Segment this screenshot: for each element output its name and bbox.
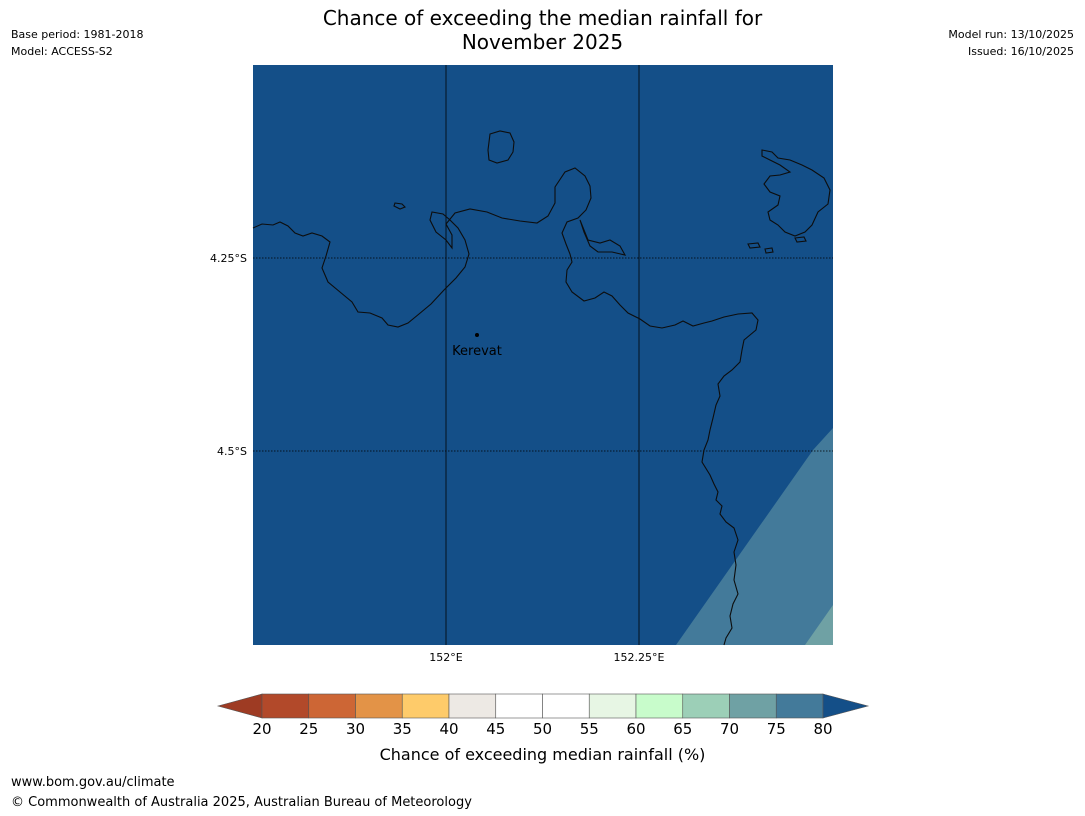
colorbar-box — [682, 693, 730, 719]
colorbar-box — [542, 693, 590, 719]
coast-east-small-3 — [794, 236, 807, 243]
colorbar-tick-label: 35 — [393, 720, 412, 738]
base-period-text: Base period: 1981-2018 — [11, 28, 144, 41]
colorbar-extend-low — [216, 693, 263, 719]
colorbar-tick-label: 60 — [626, 720, 645, 738]
coast-inner-bay — [579, 219, 627, 256]
colorbar-tick-label: 20 — [252, 720, 271, 738]
lat-label-4-25: 4.25°S — [210, 252, 247, 265]
colorbar-tick-label: 40 — [439, 720, 458, 738]
colorbar-extend-high — [822, 693, 870, 719]
place-marker — [475, 333, 479, 337]
coast-east-small-2 — [764, 247, 774, 254]
lon-label-152: 152°E — [429, 651, 462, 664]
colorbar-tick-label: 70 — [720, 720, 739, 738]
issued-text: Issued: 16/10/2025 — [967, 45, 1074, 58]
colorbar-box — [355, 693, 403, 719]
chart-title: Chance of exceeding the median rainfall … — [0, 6, 1085, 54]
colorbar-box — [401, 693, 450, 719]
colorbar-tick-label: 30 — [346, 720, 365, 738]
model-run-text: Model run: 13/10/2025 — [948, 28, 1074, 41]
colorbar-box — [635, 693, 684, 719]
map-ocean — [253, 65, 833, 645]
colorbar-box — [729, 693, 777, 719]
colorbar-tick-label: 75 — [767, 720, 786, 738]
footer-copyright: © Commonwealth of Australia 2025, Austra… — [11, 795, 472, 810]
colorbar-box — [261, 693, 310, 719]
colorbar-tick-label: 55 — [580, 720, 599, 738]
colorbar-box — [775, 693, 824, 719]
place-label: Kerevat — [452, 344, 502, 359]
prob-zone-70-75 — [676, 428, 833, 645]
colorbar-box — [588, 693, 637, 719]
colorbar-tick-label: 25 — [299, 720, 318, 738]
colorbar: 20 25 30 35 40 45 50 55 60 65 70 75 80 — [216, 693, 870, 738]
colorbar-tick-label: 65 — [673, 720, 692, 738]
colorbar-box — [448, 693, 497, 719]
colorbar-tick-label: 45 — [486, 720, 505, 738]
title-line-1: Chance of exceeding the median rainfall … — [322, 6, 763, 30]
meta-left: Base period: 1981-2018 Model: ACCESS-S2 — [11, 26, 143, 60]
coast-east-islands — [761, 149, 831, 237]
prob-zone-75-80 — [805, 605, 833, 645]
colorbar-label: Chance of exceeding median rainfall (%) — [379, 745, 706, 764]
meta-right: Model run: 13/10/2025 Issued: 16/10/2025 — [948, 26, 1074, 60]
coast-east-small-1 — [747, 242, 761, 249]
colorbar-box — [308, 693, 356, 719]
colorbar-box — [495, 693, 543, 719]
footer-url[interactable]: www.bom.gov.au/climate — [11, 775, 175, 790]
lon-label-152-25: 152.25°E — [614, 651, 665, 664]
model-text: Model: ACCESS-S2 — [11, 45, 113, 58]
coast-islet — [393, 202, 406, 210]
title-line-2: November 2025 — [461, 30, 624, 54]
coastlines — [252, 130, 831, 646]
coast-island-north — [487, 130, 515, 164]
colorbar-tick-label: 50 — [533, 720, 552, 738]
lat-label-4-5: 4.5°S — [217, 445, 247, 458]
coast-main-west — [252, 167, 759, 646]
colorbar-tick-label: 80 — [813, 720, 832, 738]
